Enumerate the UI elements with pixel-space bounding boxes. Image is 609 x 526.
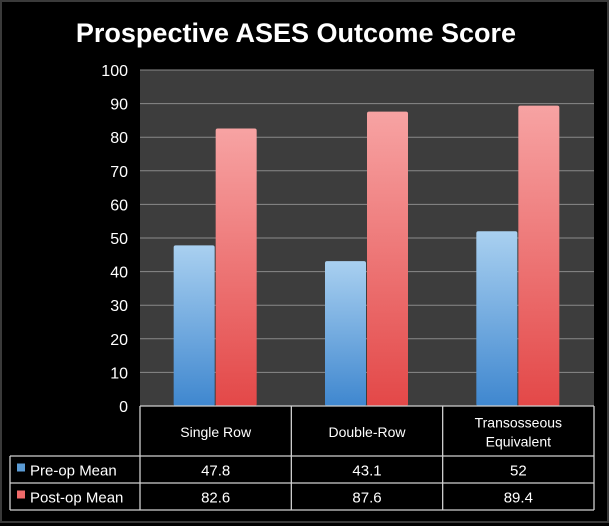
data-value-label: 82.6 xyxy=(201,490,230,507)
y-tick-label: 100 xyxy=(101,63,128,80)
category-label: Single Row xyxy=(180,424,252,440)
category-label: Equivalent xyxy=(486,434,551,450)
data-value-label: 47.8 xyxy=(201,463,230,480)
y-tick-label: 80 xyxy=(110,130,128,147)
bar-post-op xyxy=(215,128,257,406)
y-tick-label: 30 xyxy=(110,298,128,315)
y-tick-label: 40 xyxy=(110,265,128,282)
chart-title: Prospective ASES Outcome Score xyxy=(76,18,516,48)
data-value-label: 52 xyxy=(510,463,527,480)
y-tick-label: 90 xyxy=(110,97,128,114)
data-value-label: 89.4 xyxy=(504,490,533,507)
legend-label: Pre-op Mean xyxy=(30,463,117,480)
y-tick-label: 50 xyxy=(110,231,128,248)
legend-swatch xyxy=(17,490,25,499)
y-tick-label: 0 xyxy=(119,399,128,416)
bar-pre-op xyxy=(173,245,215,406)
bar-pre-op xyxy=(325,261,366,406)
legend-label: Post-op Mean xyxy=(30,490,123,507)
category-label: Double-Row xyxy=(328,424,406,440)
data-value-label: 87.6 xyxy=(352,490,381,507)
legend-swatch xyxy=(17,463,25,472)
bar-pre-op xyxy=(476,231,518,406)
category-label: Transosseous xyxy=(475,415,562,431)
data-value-label: 43.1 xyxy=(352,463,381,480)
bar-post-op xyxy=(518,105,560,406)
y-tick-label: 10 xyxy=(110,365,128,382)
y-tick-label: 60 xyxy=(110,197,128,214)
y-tick-label: 20 xyxy=(110,332,128,349)
y-tick-label: 70 xyxy=(110,164,128,181)
bar-post-op xyxy=(367,111,408,406)
